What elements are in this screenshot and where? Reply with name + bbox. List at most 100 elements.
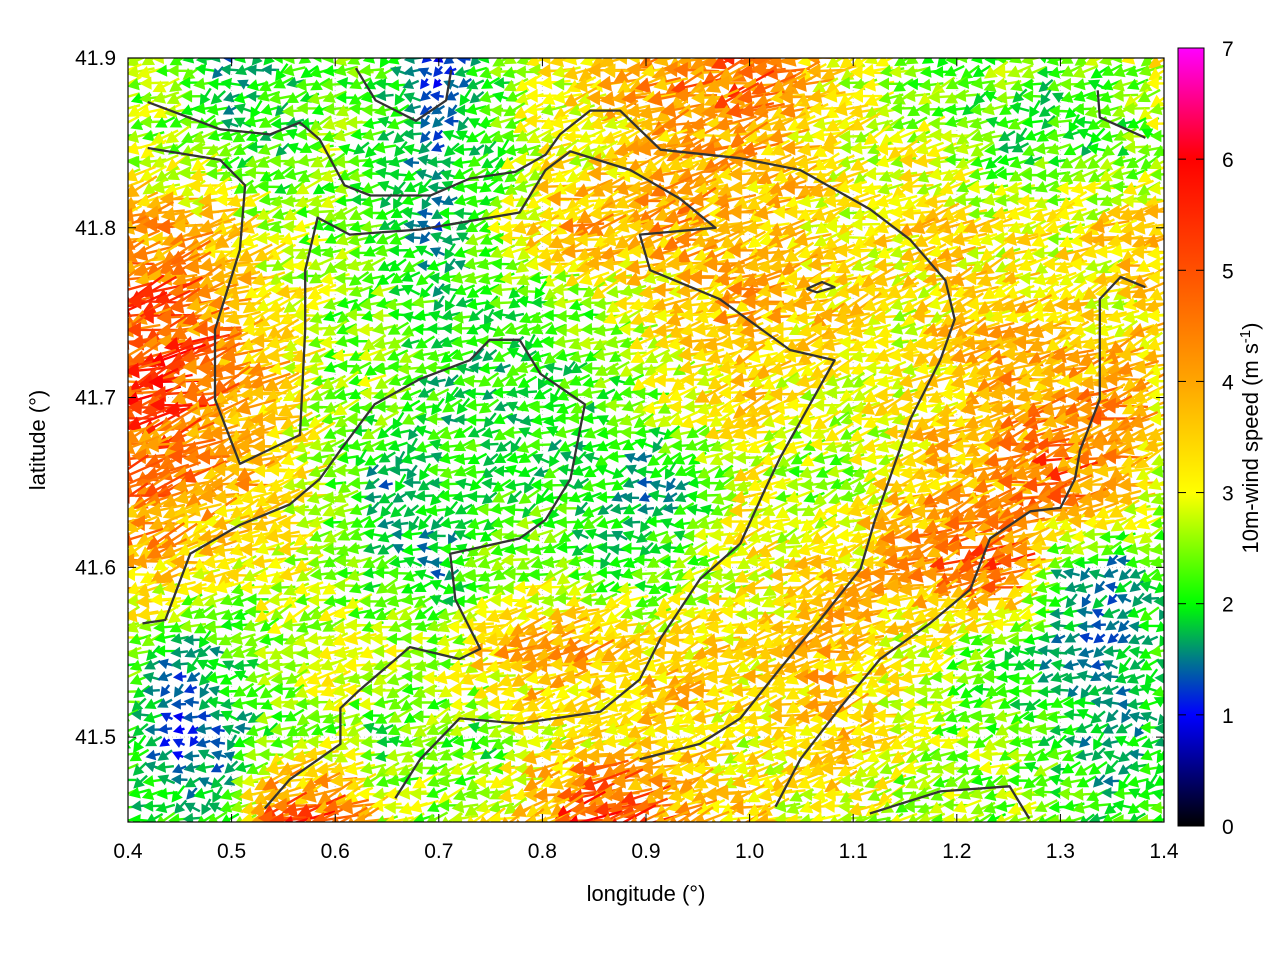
wind-arrow <box>420 90 432 102</box>
wind-arrow <box>275 101 289 117</box>
wind-arrow <box>716 128 753 143</box>
wind-arrow <box>1060 58 1074 64</box>
wind-arrow <box>128 175 158 198</box>
wind-arrow <box>648 426 668 438</box>
wind-arrow <box>375 89 394 102</box>
wind-arrow <box>479 747 497 760</box>
wind-arrow <box>312 182 332 195</box>
wind-arrow <box>1141 634 1159 646</box>
wind-arrow <box>442 129 462 141</box>
wind-arrow <box>257 89 281 102</box>
wind-arrow <box>905 116 928 130</box>
wind-arrow <box>275 63 289 82</box>
wind-arrow <box>1147 181 1164 196</box>
wind-arrow <box>401 207 422 219</box>
wind-arrow <box>418 67 433 78</box>
wind-arrow <box>417 514 432 531</box>
wind-arrow <box>155 165 180 182</box>
wind-arrow <box>1147 427 1164 442</box>
wind-arrow <box>128 141 157 156</box>
wind-arrow <box>403 58 422 65</box>
wind-arrow <box>955 128 980 145</box>
wind-arrow <box>1087 553 1110 566</box>
y-axis-title: latitude (°) <box>25 390 50 491</box>
wind-arrow <box>195 737 211 748</box>
y-tick-label: 41.8 <box>75 217 116 240</box>
wind-arrow <box>547 439 562 452</box>
wind-arrow <box>198 204 239 220</box>
wind-arrow <box>939 179 971 195</box>
y-tick-label: 41.6 <box>75 556 116 579</box>
wind-arrow <box>543 362 563 374</box>
wind-arrow <box>1147 400 1164 415</box>
wind-arrow <box>1084 58 1104 67</box>
wind-arrow <box>468 308 485 322</box>
wind-arrow <box>1106 554 1119 567</box>
wind-arrow <box>944 65 965 77</box>
wind-arrow <box>662 492 678 503</box>
wind-arrow <box>972 64 992 78</box>
wind-arrow <box>1151 788 1164 801</box>
wind-arrow <box>377 130 395 141</box>
colorbar-tick-label: 6 <box>1222 149 1234 172</box>
wind-arrow <box>170 646 189 658</box>
wind-arrow <box>1126 78 1149 90</box>
wind-arrow <box>458 77 472 88</box>
wind-arrow <box>403 92 422 104</box>
wind-arrow <box>283 553 309 567</box>
wind-arrow <box>1139 581 1159 593</box>
wind-arrow <box>465 65 488 77</box>
wind-arrow <box>445 90 460 101</box>
wind-arrow <box>1110 58 1126 64</box>
wind-arrow <box>456 58 471 65</box>
wind-arrow <box>1081 141 1093 157</box>
wind-arrow <box>201 798 212 816</box>
wind-arrow <box>300 65 319 79</box>
wind-arrow <box>970 141 995 157</box>
wind-arrow <box>477 58 493 64</box>
wind-arrow <box>466 78 485 90</box>
wind-arrow <box>951 167 984 182</box>
wind-arrow <box>1115 723 1133 734</box>
wind-arrow <box>189 735 200 748</box>
wind-arrow <box>271 58 294 64</box>
wind-arrow <box>1140 154 1161 170</box>
wind-arrow <box>517 375 538 388</box>
wind-arrow <box>1128 634 1145 645</box>
wind-arrow <box>220 77 242 90</box>
wind-arrow <box>380 501 394 518</box>
wind-arrow <box>159 737 171 747</box>
wind-arrow <box>183 802 201 813</box>
wind-arrow <box>427 375 446 387</box>
y-tick-label: 41.7 <box>75 387 116 410</box>
wind-arrow <box>443 115 459 127</box>
wind-arrow <box>1060 63 1085 77</box>
wind-arrow <box>839 58 856 69</box>
wind-arrow <box>1122 179 1154 195</box>
wind-arrow <box>286 179 307 196</box>
wind-arrow <box>244 180 267 194</box>
wind-arrow <box>333 58 357 67</box>
wind-arrow <box>595 464 616 476</box>
wind-arrow <box>431 104 446 115</box>
wind-arrow <box>833 101 869 117</box>
x-tick-label: 0.8 <box>528 840 557 863</box>
wind-arrow <box>443 58 455 65</box>
x-tick-label: 0.6 <box>321 840 350 863</box>
wind-arrow <box>312 58 322 63</box>
wind-arrow <box>1078 647 1094 658</box>
wind-arrow <box>1038 658 1053 671</box>
wind-arrow <box>250 99 263 119</box>
wind-arrow <box>647 489 668 502</box>
wind-arrow <box>1101 697 1120 709</box>
wind-arrow <box>525 58 552 68</box>
wind-arrow <box>1009 102 1030 115</box>
wind-arrow <box>172 671 187 682</box>
wind-arrow <box>128 115 140 124</box>
wind-arrow <box>1147 58 1164 69</box>
wind-arrow <box>563 86 598 107</box>
wind-arrow <box>1079 632 1094 643</box>
wind-arrow <box>1148 412 1164 426</box>
wind-arrow <box>1080 567 1091 582</box>
wind-arrow <box>1074 153 1098 169</box>
